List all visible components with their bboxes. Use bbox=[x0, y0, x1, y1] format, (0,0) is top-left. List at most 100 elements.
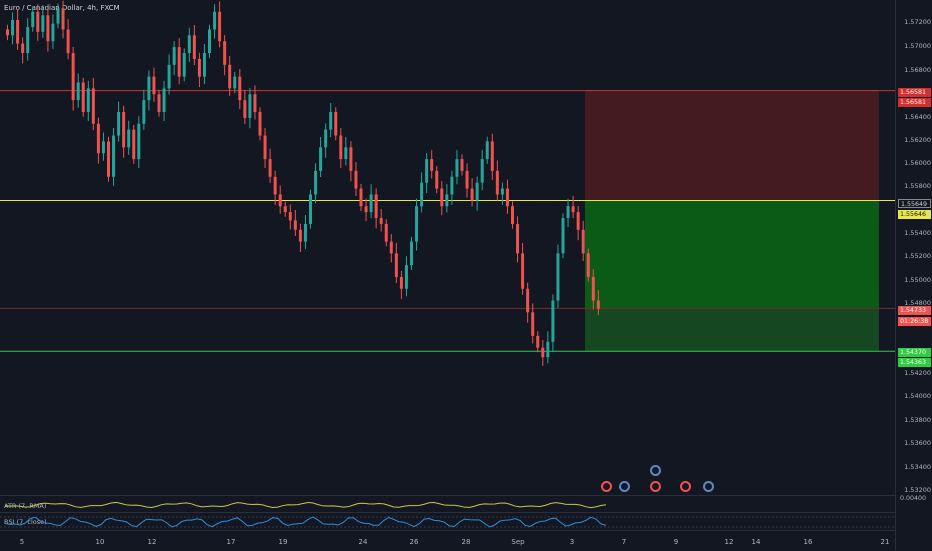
candle bbox=[455, 159, 459, 177]
candle bbox=[16, 20, 20, 44]
candle bbox=[162, 88, 166, 112]
price-tick: 1.54200 bbox=[904, 369, 931, 377]
candle bbox=[369, 194, 373, 213]
candle bbox=[303, 223, 307, 242]
take-profit-zone-lower bbox=[585, 308, 879, 352]
candle bbox=[258, 111, 262, 136]
candle bbox=[293, 220, 297, 230]
candle bbox=[324, 129, 328, 148]
event-icon[interactable] bbox=[703, 481, 714, 492]
candle bbox=[177, 47, 181, 77]
last-price-label: 1.54733 bbox=[898, 306, 931, 315]
candlestick-chart[interactable] bbox=[0, 0, 895, 495]
candle bbox=[319, 147, 323, 171]
candle bbox=[415, 206, 419, 242]
candle bbox=[248, 94, 252, 118]
candle bbox=[566, 206, 570, 219]
rsi-line bbox=[0, 516, 895, 528]
candle bbox=[389, 241, 393, 254]
candle bbox=[505, 188, 509, 207]
candle bbox=[334, 111, 338, 136]
candle bbox=[460, 159, 464, 171]
price-tick: 1.57000 bbox=[904, 42, 931, 50]
stop-price-label: 1.56581 bbox=[898, 88, 931, 97]
candle bbox=[26, 27, 30, 54]
candle bbox=[223, 41, 227, 65]
candle bbox=[101, 141, 105, 154]
atr-panel[interactable]: ATR (7, RMA) bbox=[0, 495, 895, 513]
candle bbox=[61, 8, 65, 30]
price-tick: 1.56200 bbox=[904, 136, 931, 144]
candle bbox=[218, 11, 222, 42]
candle bbox=[359, 188, 363, 207]
time-tick: 21 bbox=[880, 538, 890, 546]
candle bbox=[96, 123, 100, 154]
candle bbox=[526, 288, 530, 313]
candle bbox=[394, 253, 398, 277]
event-icon[interactable] bbox=[601, 481, 612, 492]
price-tick: 1.57200 bbox=[904, 18, 931, 26]
candle bbox=[213, 11, 217, 30]
candle bbox=[470, 188, 474, 201]
candle bbox=[500, 188, 504, 195]
candle bbox=[142, 100, 146, 124]
candle bbox=[192, 35, 196, 59]
candle bbox=[152, 76, 156, 95]
candle bbox=[521, 253, 525, 289]
candle bbox=[561, 218, 565, 254]
time-tick: 10 bbox=[95, 538, 105, 546]
event-icon[interactable] bbox=[650, 481, 661, 492]
time-tick: 16 bbox=[803, 538, 813, 546]
candle bbox=[298, 229, 302, 242]
stop-price-label-2: 1.56581 bbox=[898, 98, 931, 107]
price-chart[interactable]: Euro / Canadian Dollar, 4h, FXCM bbox=[0, 0, 895, 495]
candle bbox=[404, 265, 408, 289]
time-tick: 28 bbox=[461, 538, 471, 546]
candle bbox=[556, 253, 560, 301]
candle bbox=[511, 206, 514, 224]
time-tick: 24 bbox=[358, 538, 368, 546]
price-tick: 1.53200 bbox=[904, 486, 931, 494]
candle bbox=[541, 347, 545, 358]
time-tick: 12 bbox=[147, 538, 157, 546]
candle bbox=[243, 100, 247, 118]
atr-series bbox=[4, 501, 607, 509]
event-icon[interactable] bbox=[650, 465, 661, 476]
candle bbox=[132, 129, 136, 160]
candle bbox=[112, 135, 116, 177]
rsi-panel[interactable]: RSI (7, close) bbox=[0, 512, 895, 531]
atr-label: ATR (7, RMA) bbox=[4, 502, 47, 510]
candle bbox=[71, 53, 75, 101]
candle bbox=[202, 53, 206, 77]
candle bbox=[339, 135, 343, 160]
candle bbox=[480, 159, 484, 183]
event-icon[interactable] bbox=[619, 481, 630, 492]
time-axis[interactable]: 5 10 12 17 19 24 26 28 Sep 3 7 9 12 14 16 21 bbox=[0, 530, 895, 551]
candle bbox=[182, 53, 186, 77]
candle bbox=[516, 223, 520, 254]
candle bbox=[445, 194, 449, 207]
candle bbox=[586, 253, 590, 277]
candle bbox=[137, 123, 141, 160]
time-tick: 9 bbox=[673, 538, 679, 546]
event-icon[interactable] bbox=[680, 481, 691, 492]
candle bbox=[107, 141, 110, 177]
candle bbox=[66, 29, 70, 54]
candle bbox=[314, 170, 318, 195]
candle bbox=[36, 11, 40, 32]
price-axis[interactable]: 1.57200 1.57000 1.56800 1.56400 1.56200 1.560… bbox=[895, 0, 932, 550]
target-price-label-2: 1.54363 bbox=[898, 358, 931, 367]
stop-loss-zone bbox=[585, 90, 879, 201]
candle bbox=[288, 212, 292, 221]
candle bbox=[546, 341, 550, 358]
time-tick: 5 bbox=[19, 538, 25, 546]
time-tick: Sep bbox=[511, 538, 525, 546]
entry-price-label-2: 1.55646 bbox=[898, 210, 931, 219]
candle bbox=[420, 182, 424, 207]
candle bbox=[374, 194, 378, 219]
candle bbox=[197, 58, 201, 77]
price-tick: 1.56000 bbox=[904, 159, 931, 167]
candle bbox=[273, 176, 277, 195]
candle bbox=[6, 29, 9, 36]
candle bbox=[309, 194, 312, 224]
